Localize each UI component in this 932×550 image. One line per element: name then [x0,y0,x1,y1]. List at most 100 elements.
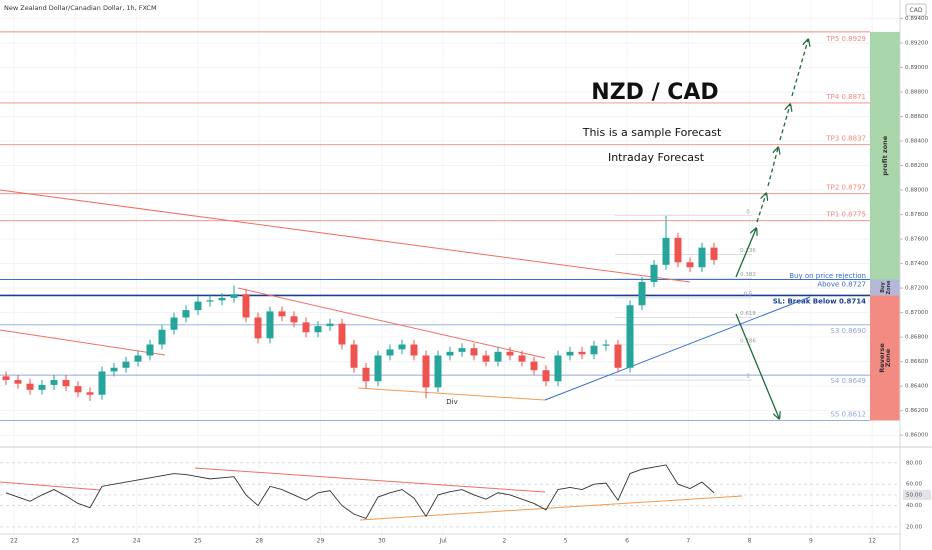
level-label: S4 0.8649 [830,377,866,385]
candle-body [494,351,502,362]
x-tick-label: 25 [194,538,202,545]
candle-body [422,355,430,388]
fib-label: 0.786 [740,338,756,344]
fib-label: 0.5 [744,291,753,297]
buy-note: Buy on price rejection [789,272,866,280]
candle-body [446,351,454,356]
candle-body [170,317,178,330]
rsi-tick-label: 20.00 [906,524,922,530]
y-tick-label: 0.86000 [905,433,929,439]
rsi-tick-label: 80.00 [906,460,922,466]
candle-body [506,351,514,356]
zone-label: BuyZone [880,280,892,295]
candle-body [266,311,274,339]
y-tick-label: 0.89000 [905,65,929,71]
trend-line [357,387,546,401]
candle-body [398,344,406,350]
candles [2,215,718,519]
levels: profit zone BuyZone ReverseZone TP5 0.8929 T… [0,31,900,421]
trend-line [237,287,546,359]
candle-body [650,264,658,282]
x-tick-label: 7 [686,538,690,545]
candle-body [290,316,298,323]
candle-body [638,281,646,306]
candle-body [38,384,46,390]
candle-body [350,344,358,368]
drawings [0,40,810,521]
x-tick-label: Jul [438,538,447,545]
reverse-arrow [735,313,779,418]
candle-body [410,344,418,356]
candle-body [458,348,466,352]
candle-body [662,237,670,265]
y-tick-label: 0.87000 [905,310,929,316]
candle-body [386,349,394,356]
forecast-arrow [779,105,790,141]
candle-body [374,355,382,382]
y-tick-label: 0.88000 [905,188,929,194]
candle-body [2,376,10,381]
subtitle: Intraday Forecast [608,151,705,164]
candle-body [278,311,286,317]
level-label: S3 0.8690 [830,327,866,335]
x-tick-label: 6 [625,538,629,545]
forecast-arrow [756,194,766,223]
candle-body [686,262,694,268]
candle-body [674,237,682,263]
subtitle: This is a sample Forecast [582,126,722,139]
candle-body [698,247,706,268]
fib-label: 0.236 [740,248,756,254]
rsi-level-badge [903,489,931,500]
level-label: SL: Break Below 0.8714 [773,297,866,305]
candle-body [86,392,94,395]
y-tick-label: 0.89400 [905,16,929,22]
x-tick-label: 8 [748,538,752,545]
zone [870,279,900,296]
currency-label: CAD [910,7,923,14]
rsi-trend-line [194,467,546,493]
candle-body [122,361,130,368]
currency-badge [905,3,927,17]
x-tick-label: 12 [868,538,876,545]
y-tick-label: 0.88400 [905,138,929,144]
candle-body [602,344,610,346]
candle-body [554,355,562,382]
candle-body [110,367,118,372]
y-tick-label: 0.87800 [905,212,929,218]
level-label: TP2 0.8797 [825,184,866,192]
candle-body [50,380,58,385]
rsi-trend-line [0,481,101,491]
x-tick-label: 9 [809,538,813,545]
y-tick-label: 0.88200 [905,163,929,169]
x-tick-label: 29 [317,538,325,545]
y-tick-label: 0.86200 [905,408,929,414]
candle-body [182,310,190,318]
div-note: Div [446,398,457,406]
candle-body [26,383,34,390]
forecast-arrow [791,40,808,97]
candle-body [206,300,214,302]
y-tick-label: 0.87400 [905,261,929,267]
rsi-line [5,464,715,519]
y-tick-label: 0.87200 [905,286,929,292]
candle-body [242,294,250,318]
candle-body [230,294,238,298]
level-label: TP3 0.8837 [825,135,866,143]
x-tick-label: 22 [10,538,18,545]
candle-body [362,367,370,382]
x-tick-label: 24 [133,538,141,545]
candle-body [14,380,22,384]
fib-label: 1 [746,374,750,380]
candle-body [218,297,226,301]
candle-body [158,329,166,345]
candle-body [98,371,106,395]
x-tick-label: 5 [564,538,568,545]
candle-body [530,361,538,371]
fib-label: 0.382 [740,272,756,278]
level-label: TP5 0.8929 [825,35,866,43]
candle-body [518,355,526,362]
y-tick-label: 0.86400 [905,384,929,390]
candle-body [434,355,442,388]
zone [870,31,900,280]
